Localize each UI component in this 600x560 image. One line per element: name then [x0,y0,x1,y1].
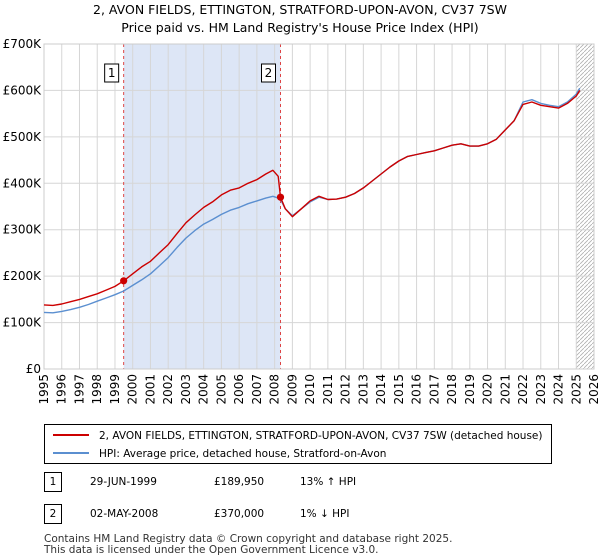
price-chart: £0 £100K £200K £300K £400K £500K £600K £700K 199… [3,37,600,405]
x-tick-label: 2000 [126,374,140,405]
x-tick-label: 2021 [498,374,512,405]
x-tick-label: 2024 [552,374,566,405]
legend-label-property: 2, AVON FIELDS, ETTINGTON, STRATFORD-UPO… [99,430,543,442]
y-tick-label: £100K [3,316,43,330]
legend-swatch-hpi [53,452,89,454]
transaction-hpi-change: 13% ↑ HPI [300,476,357,488]
x-tick-label: 2007 [250,374,264,405]
transaction-price: £189,950 [214,476,265,488]
x-tick-label: 2018 [445,374,459,405]
transaction-point [120,277,128,285]
transaction-price: £370,000 [214,508,265,520]
chart-subtitle: Price paid vs. HM Land Registry's House … [121,20,479,35]
legend-label-hpi: HPI: Average price, detached house, Stra… [99,448,387,460]
x-tick-label: 1997 [72,374,86,405]
series-line-property [43,90,581,307]
transaction-marker-box [261,63,276,83]
x-tick-label: 2012 [339,374,353,405]
x-tick-label: 2004 [197,374,211,405]
footer-licence: This data is licensed under the Open Gov… [44,544,379,556]
legend-item-property: 2, AVON FIELDS, ETTINGTON, STRATFORD-UPO… [53,427,542,445]
x-tick-label: 2013 [356,374,370,405]
x-tick-label: 2005 [214,374,228,405]
x-tick-label: 2016 [410,374,424,405]
x-tick-label: 2008 [268,374,282,405]
y-tick-label: £400K [3,176,43,190]
x-tick-label: 1998 [90,374,104,405]
x-tick-label: 2023 [534,374,548,405]
transaction-date: 02-MAY-2008 [90,508,159,520]
legend-swatch-property [53,434,89,436]
legend-item-hpi: HPI: Average price, detached house, Stra… [53,445,386,463]
y-tick-label: £700K [3,37,43,51]
y-tick-label: £300K [3,223,43,237]
x-tick-label: 2019 [463,374,477,405]
x-tick-label: 2015 [392,374,406,405]
x-tick-label: 2002 [161,374,175,405]
x-tick-label: 2011 [321,374,335,405]
x-tick-label: 2009 [285,374,299,405]
x-tick-label: 2026 [587,374,600,405]
y-tick-label: £0 [26,362,41,376]
x-tick-label: 2020 [481,374,495,405]
chart-title: 2, AVON FIELDS, ETTINGTON, STRATFORD-UPO… [93,2,507,17]
x-tick-label: 1995 [37,374,51,405]
x-tick-label: 2022 [516,374,530,405]
transaction-number: 2 [44,504,62,524]
footer-copyright: Contains HM Land Registry data © Crown c… [44,533,453,545]
x-tick-label: 2010 [303,374,317,405]
x-tick-label: 2001 [143,374,157,405]
transaction-date: 29-JUN-1999 [90,476,157,488]
future-hatch [576,44,594,369]
ownership-shading [123,44,281,369]
x-tick-label: 1996 [55,374,69,405]
x-tick-label: 2003 [179,374,193,405]
transaction-marker-label: 2 [265,66,273,80]
y-tick-label: £500K [3,130,43,144]
x-tick-label: 2025 [569,374,583,405]
y-tick-label: £600K [3,83,43,97]
legend: 2, AVON FIELDS, ETTINGTON, STRATFORD-UPO… [44,424,552,464]
x-tick-label: 2014 [374,374,388,405]
x-tick-label: 2017 [427,374,441,405]
transaction-number: 1 [44,472,62,492]
y-tick-label: £200K [3,269,43,283]
transaction-hpi-change: 1% ↓ HPI [300,508,350,520]
transaction-point [276,193,285,201]
x-tick-label: 1999 [108,374,122,405]
transaction-marker-label: 1 [108,66,116,80]
plot-frame [43,43,595,370]
x-tick-label: 2006 [232,374,246,405]
transaction-marker-box [104,63,120,83]
